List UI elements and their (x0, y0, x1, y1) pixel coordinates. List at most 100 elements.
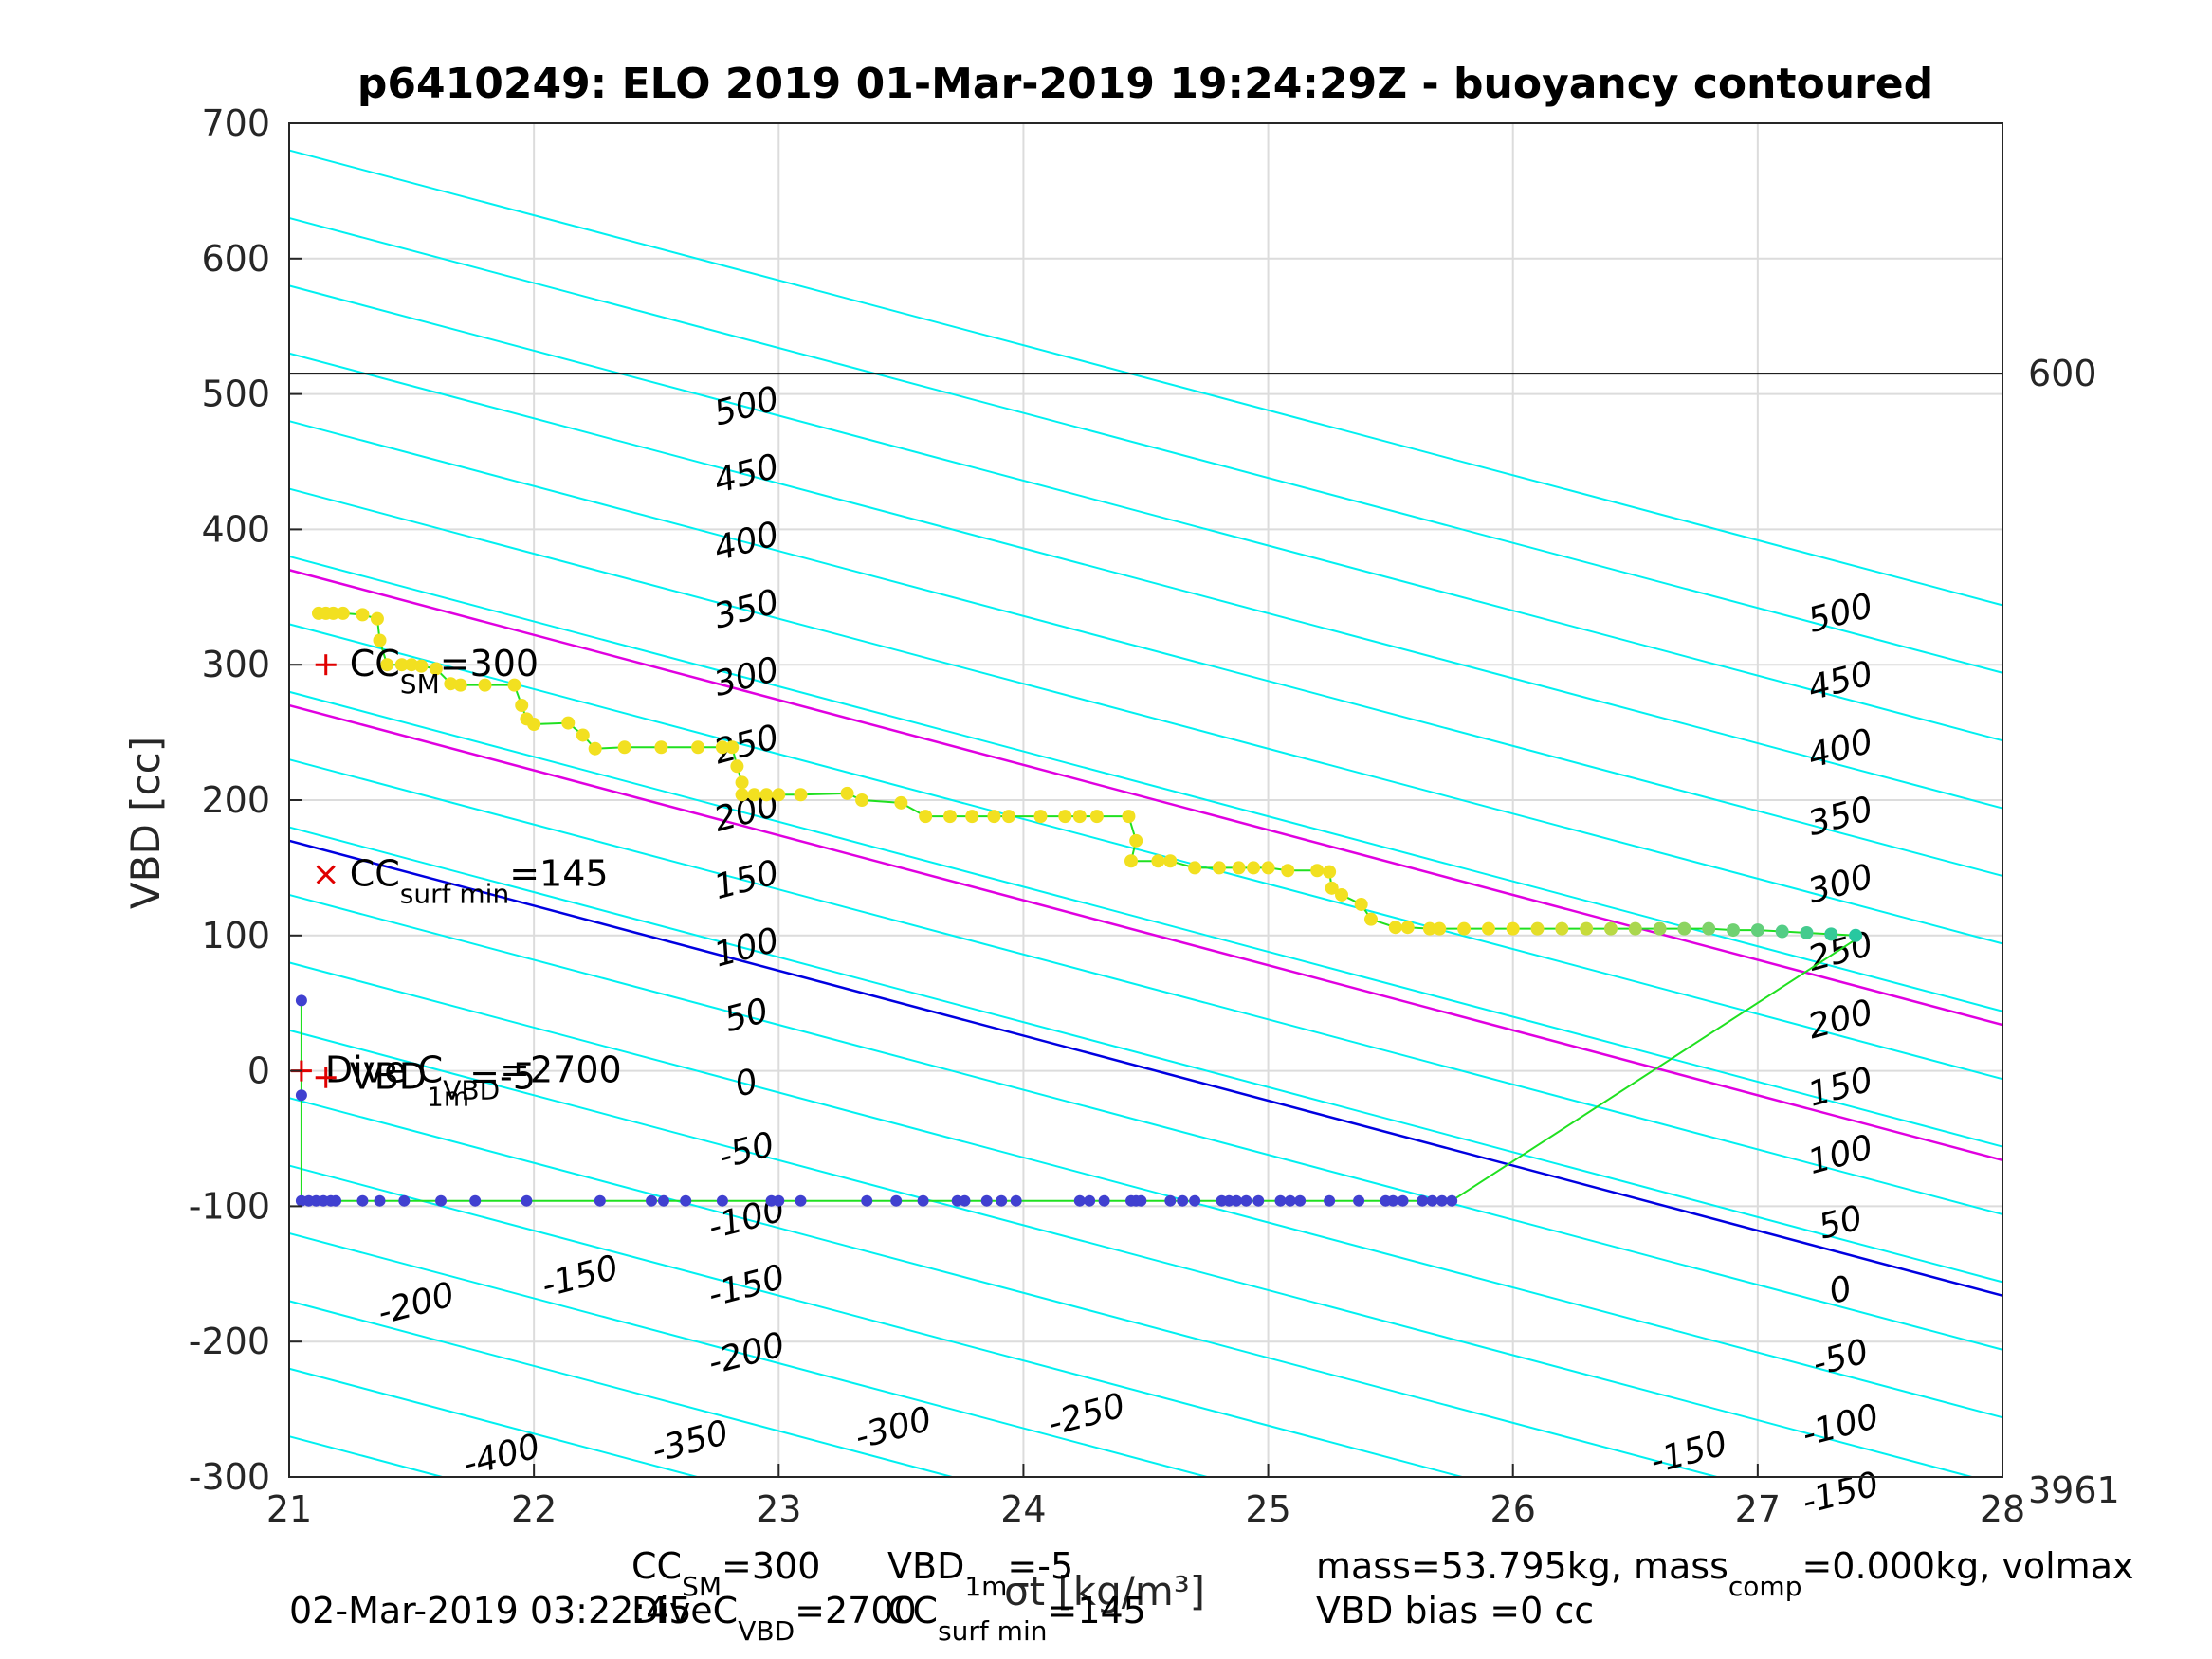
contour-label-left: 150 (710, 853, 783, 907)
svg-text:VBD1m=-5: VBD1m=-5 (887, 1545, 1073, 1602)
footer-divec-sub: VBD (738, 1615, 795, 1647)
contour-line (288, 420, 2003, 877)
data-point-climb (965, 810, 979, 824)
data-point-dive (1177, 1194, 1189, 1207)
data-point-climb (1089, 810, 1104, 824)
contour-label-left: 450 (710, 447, 783, 501)
contour-label-left: 300 (710, 650, 783, 704)
data-point-climb (380, 658, 394, 672)
marker-x-b (316, 865, 336, 884)
contour-label-right: 200 (1804, 993, 1877, 1047)
contour-line-zero (288, 839, 2003, 1297)
data-point-climb (1001, 810, 1015, 824)
data-point-dive (356, 1194, 369, 1207)
data-point-climb (1530, 921, 1545, 936)
data-point-climb (725, 740, 740, 755)
contour-line (288, 487, 2003, 945)
contour-label-left: -150 (538, 1249, 622, 1306)
chart-title: p6410249: ELO 2019 01-Mar-2019 19:24:29Z… (357, 60, 1933, 108)
contour-line (288, 1300, 953, 1478)
data-point-climb (759, 788, 774, 802)
data-point-dive (996, 1194, 1008, 1207)
contour-line (288, 1164, 1463, 1478)
contour-line (288, 1029, 1972, 1478)
marker-label: CCsurf min=145 (350, 853, 609, 910)
data-point-climb (747, 788, 761, 802)
footer-cc-surf-value: =145 (1047, 1590, 1145, 1632)
contour-label-right: 500 (1804, 587, 1877, 641)
contour-label-left: -200 (374, 1275, 458, 1333)
x-tick-label: 23 (756, 1488, 801, 1530)
data-point-dive (295, 994, 307, 1007)
data-point-climb (1849, 928, 1863, 942)
footer-divec-value: =2700 (795, 1590, 917, 1632)
data-point-dive (1252, 1194, 1265, 1207)
contour-label-bottom: -250 (1044, 1386, 1128, 1444)
contour-label-right: 450 (1804, 654, 1877, 708)
data-point-dive (1353, 1194, 1365, 1207)
data-point-climb (919, 810, 933, 824)
contour-line (288, 690, 2003, 1148)
y-tick-label: 400 (201, 508, 270, 550)
data-point-climb (1433, 921, 1447, 936)
contour-label-bottom: -400 (459, 1427, 543, 1485)
data-point-dive (374, 1194, 386, 1207)
svg-text:CCsurf min=145: CCsurf min=145 (887, 1590, 1146, 1647)
y-tick-label: 200 (201, 779, 270, 821)
data-point-climb (1325, 881, 1339, 895)
data-point-climb (1212, 861, 1226, 875)
contour-line (288, 961, 2003, 1419)
data-point-climb (405, 658, 419, 672)
y-tick-label: 300 (201, 644, 270, 685)
data-point-climb (1677, 921, 1691, 936)
contour-line-highlight (288, 703, 2003, 1162)
marker-label: CCSM=300 (350, 643, 539, 700)
x-tick-label: 26 (1490, 1488, 1536, 1530)
data-point-climb (1232, 861, 1246, 875)
data-point-climb (1388, 921, 1402, 935)
contour-line (288, 826, 2003, 1284)
data-point-climb (1151, 854, 1165, 868)
data-point-climb (794, 788, 808, 802)
data-point-dive (1084, 1194, 1096, 1207)
x-tick-label: 24 (1000, 1488, 1046, 1530)
data-point-climb (561, 716, 576, 730)
data-point-climb (654, 740, 668, 755)
dive-climb-connector (1451, 939, 1856, 1202)
footer-vbd-value: =-5 (1007, 1545, 1073, 1587)
data-point-dive (1426, 1194, 1438, 1207)
data-point-dive (1387, 1194, 1399, 1207)
contour-label-left: -200 (704, 1325, 789, 1383)
contour-label-left: 350 (710, 582, 783, 636)
data-point-climb (894, 795, 908, 810)
data-point-dive (1446, 1194, 1458, 1207)
footer-vbd-bias: VBD bias =0 cc (1316, 1590, 1594, 1632)
data-point-dive (1274, 1194, 1287, 1207)
footer-cc-sm-label: CC (631, 1545, 682, 1587)
marker-label: VBD1m=-5 (350, 1056, 536, 1113)
data-point-climb (507, 678, 521, 692)
contour-label-right: -150 (1646, 1424, 1730, 1482)
data-point-climb (576, 728, 590, 742)
contour-line (288, 1367, 698, 1478)
data-point-dive (521, 1194, 533, 1207)
contour-line-highlight (288, 569, 2003, 1027)
data-point-climb (527, 718, 541, 732)
y-tick-label: 500 (201, 374, 270, 415)
data-point-dive (959, 1194, 971, 1207)
data-point-climb (691, 740, 705, 755)
data-point-climb (370, 611, 384, 626)
data-point-climb (1400, 921, 1415, 935)
data-point-dive (1417, 1194, 1429, 1207)
connector-line (1451, 939, 1856, 1202)
y-tick-label: 600 (201, 238, 270, 280)
contour-label-bottom: -350 (648, 1413, 732, 1471)
data-point-climb (414, 659, 429, 673)
data-point-climb (715, 740, 729, 755)
data-point-climb (617, 740, 631, 755)
data-point-climb (1727, 923, 1741, 938)
data-point-dive (330, 1194, 342, 1207)
data-point-climb (1481, 921, 1495, 936)
x-tick-label: 25 (1245, 1488, 1290, 1530)
data-point-climb (1122, 810, 1136, 824)
